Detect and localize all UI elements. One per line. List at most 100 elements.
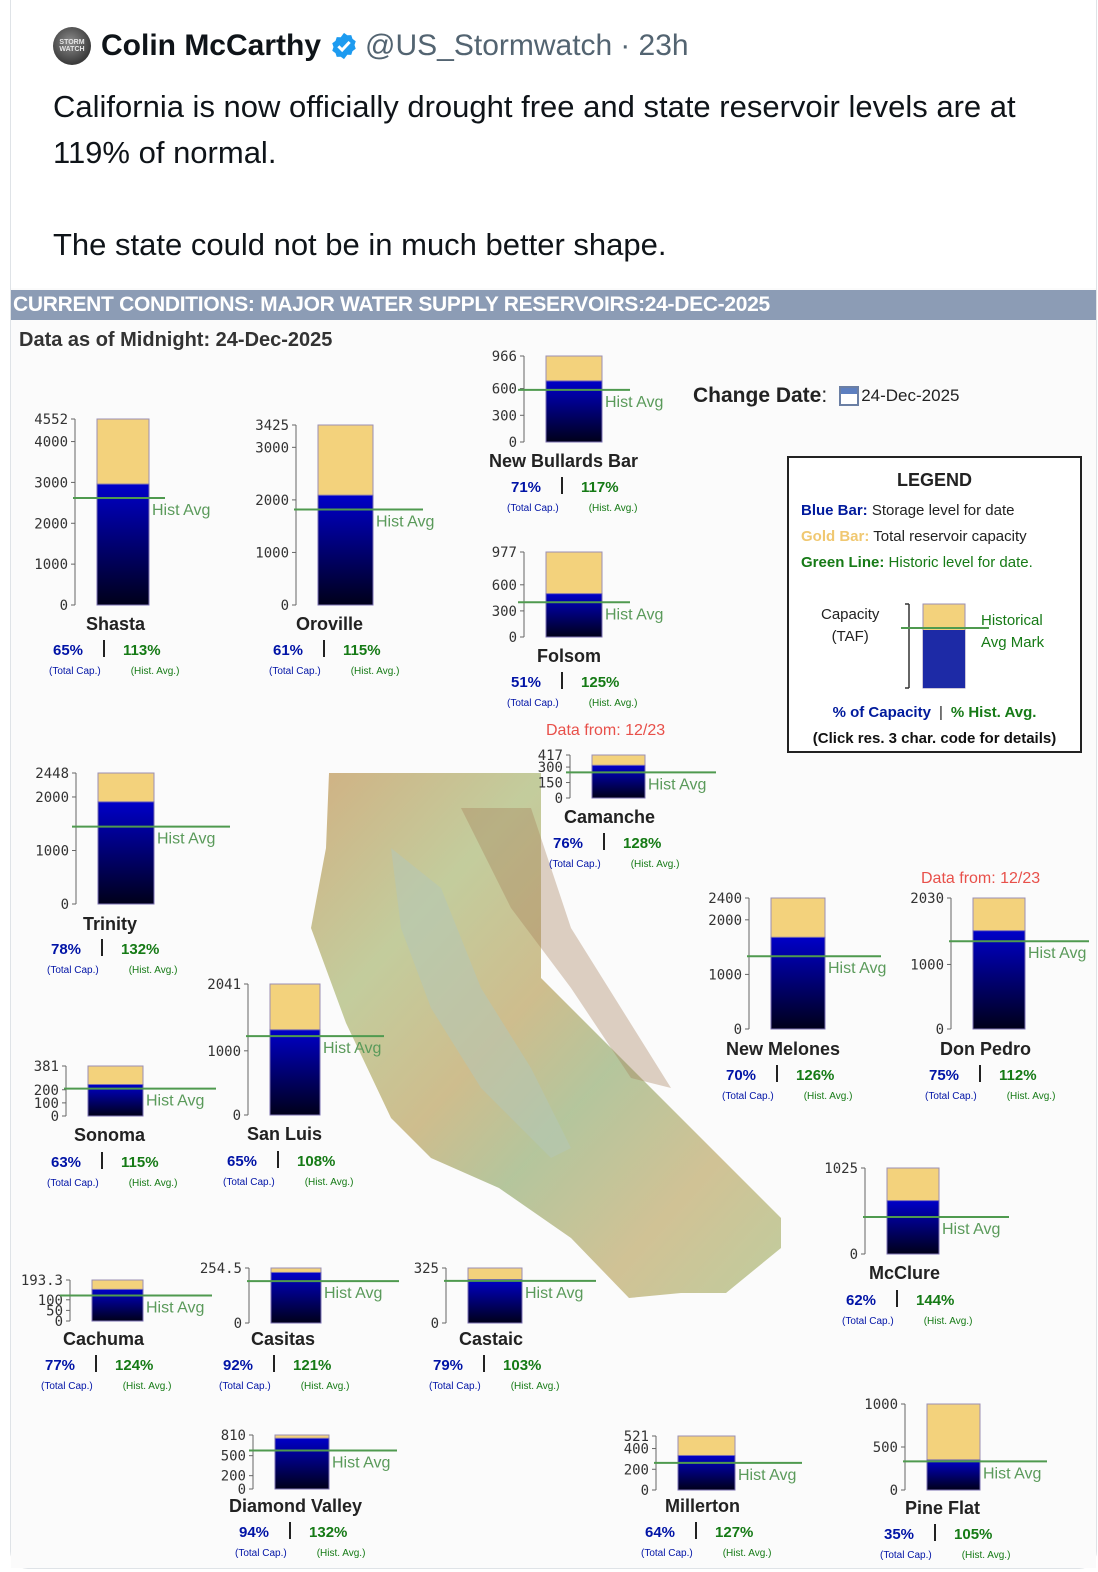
pct-hist-avg: 113% [123, 642, 161, 659]
pct-hist-avg: 103% [503, 1357, 542, 1374]
hist-avg-small-label: (Hist. Avg.) [961, 1550, 1011, 1561]
percent-row: 70% 126% [726, 1065, 834, 1084]
y-tick-label: 2041 [207, 977, 241, 993]
hist-avg-small-label: (Hist. Avg.) [1006, 1091, 1056, 1102]
legend-blue-desc: Storage level for date [871, 502, 1015, 519]
storage-bar [770, 936, 826, 1030]
y-tick-label: 325 [414, 1261, 439, 1277]
y-tick-label: 0 [431, 1316, 439, 1332]
pct-separator [561, 477, 564, 494]
y-tick-label: 417 [538, 748, 563, 764]
percent-row: 51% 125% [511, 672, 619, 691]
reservoir-name[interactable]: New Bullards Bar [489, 451, 639, 471]
reservoir-name[interactable]: McClure [869, 1263, 941, 1283]
percent-row: 65% 108% [227, 1151, 335, 1170]
reservoir-name[interactable]: New Melones [726, 1039, 841, 1059]
author-name[interactable]: Colin McCarthy [101, 29, 322, 62]
pct-capacity: 65% [53, 642, 84, 659]
reservoir-name[interactable]: Oroville [296, 614, 364, 634]
pct-hist-avg: 121% [293, 1357, 332, 1374]
reservoir-name[interactable]: Millerton [665, 1496, 740, 1516]
change-date-value[interactable]: 24-Dec-2025 [861, 386, 960, 405]
total-cap-label: (Total Cap.) [235, 1548, 287, 1559]
total-cap-label: (Total Cap.) [842, 1316, 894, 1327]
y-tick-label: 977 [492, 545, 517, 561]
hist-avg-label: Hist Avg [152, 502, 210, 519]
pct-hist-avg: 124% [115, 1357, 154, 1374]
reservoir-chart-trinity: 2448 2000 1000 0 Hist Avg [35, 766, 230, 913]
reservoir-name[interactable]: Casitas [251, 1329, 316, 1349]
total-cap-label: (Total Cap.) [549, 859, 601, 870]
pct-capacity: 51% [511, 674, 542, 691]
legend-gold-key: Gold Bar: [801, 528, 870, 545]
pct-separator [277, 1151, 280, 1168]
tweet-time[interactable]: · 23h [620, 29, 689, 62]
reservoir-chart-image[interactable]: CURRENT CONDITIONS: MAJOR WATER SUPPLY R… [11, 288, 1096, 1568]
reservoir-name[interactable]: Folsom [537, 646, 602, 666]
pct-separator [603, 833, 606, 850]
pct-separator [776, 1065, 779, 1082]
legend-taf-text: (TAF) [831, 628, 869, 645]
reservoir-name[interactable]: Camanche [564, 807, 656, 827]
california-map [311, 773, 781, 1298]
percent-sublabels: (Total Cap.) (Hist. Avg.) [49, 666, 179, 677]
y-tick-label: 966 [492, 349, 517, 365]
storage-bar [317, 494, 374, 606]
pct-capacity: 79% [433, 1357, 464, 1374]
pct-separator [695, 1522, 698, 1539]
y-tick-label: 50 [46, 1303, 63, 1319]
reservoir-name[interactable]: Pine Flat [905, 1498, 981, 1518]
pct-separator [979, 1065, 982, 1082]
hist-avg-label: Hist Avg [605, 606, 663, 623]
percent-row: 63% 115% [51, 1152, 159, 1171]
total-cap-label: (Total Cap.) [722, 1091, 774, 1102]
pct-hist-avg: 127% [715, 1524, 754, 1541]
y-tick-label: 2400 [708, 891, 742, 907]
pct-separator [561, 672, 564, 689]
reservoir-name[interactable]: Sonoma [74, 1125, 146, 1145]
calendar-icon[interactable] [839, 386, 860, 406]
reservoir-name[interactable]: San Luis [247, 1124, 323, 1144]
y-tick-label: 1000 [864, 1397, 898, 1413]
legend-gold-desc: Total reservoir capacity [873, 528, 1027, 545]
pct-hist-avg: 115% [121, 1154, 159, 1171]
legend-green-key: Green Line: [801, 554, 885, 571]
reservoir-name[interactable]: Cachuma [63, 1329, 145, 1349]
percent-sublabels: (Total Cap.) (Hist. Avg.) [223, 1177, 353, 1188]
reservoir-name[interactable]: Diamond Valley [229, 1496, 363, 1516]
reservoir-name[interactable]: Shasta [86, 614, 146, 634]
reservoir-name[interactable]: Castaic [459, 1329, 524, 1349]
hist-avg-label: Hist Avg [324, 1285, 382, 1302]
total-cap-label: (Total Cap.) [223, 1177, 275, 1188]
pct-capacity: 62% [846, 1292, 877, 1309]
change-date: Change Date: 24-Dec-2025 [693, 384, 959, 408]
reservoir-chart-pine-flat: 1000 500 0 Hist Avg [864, 1397, 1047, 1499]
pct-hist-avg: 132% [309, 1524, 348, 1541]
legend-hist-label: Historical Avg Mark [981, 610, 1044, 654]
pct-separator [273, 1355, 276, 1372]
percent-row: 79% 103% [433, 1355, 541, 1374]
legend-blue-key: Blue Bar: [801, 502, 868, 519]
total-cap-label: (Total Cap.) [507, 503, 559, 514]
hist-avg-label: Hist Avg [157, 831, 215, 848]
storage-bar [545, 380, 603, 443]
avatar[interactable]: STORM WATCH [53, 27, 91, 65]
reservoir-name[interactable]: Trinity [83, 914, 138, 934]
author-handle[interactable]: @US_Stormwatch [365, 29, 613, 62]
pct-capacity: 75% [929, 1067, 960, 1084]
percent-row: 77% 124% [45, 1355, 153, 1374]
y-tick-label: 0 [509, 435, 517, 451]
y-tick-label: 0 [509, 630, 517, 646]
hist-avg-small-label: (Hist. Avg.) [128, 965, 178, 976]
reservoir-name[interactable]: Don Pedro [940, 1039, 1032, 1059]
percent-row: 75% 112% [929, 1065, 1037, 1084]
legend-capacity-text: Capacity [821, 606, 880, 623]
tweet-text: California is now officially drought fre… [53, 84, 1093, 268]
reservoir-chart-san-luis: 2041 1000 0 Hist Avg [207, 977, 384, 1124]
percent-sublabels: (Total Cap.) (Hist. Avg.) [925, 1091, 1055, 1102]
y-tick-label: 3425 [255, 418, 289, 434]
legend-hist-line1: Historical [981, 612, 1043, 629]
y-tick-label: 810 [221, 1428, 246, 1444]
